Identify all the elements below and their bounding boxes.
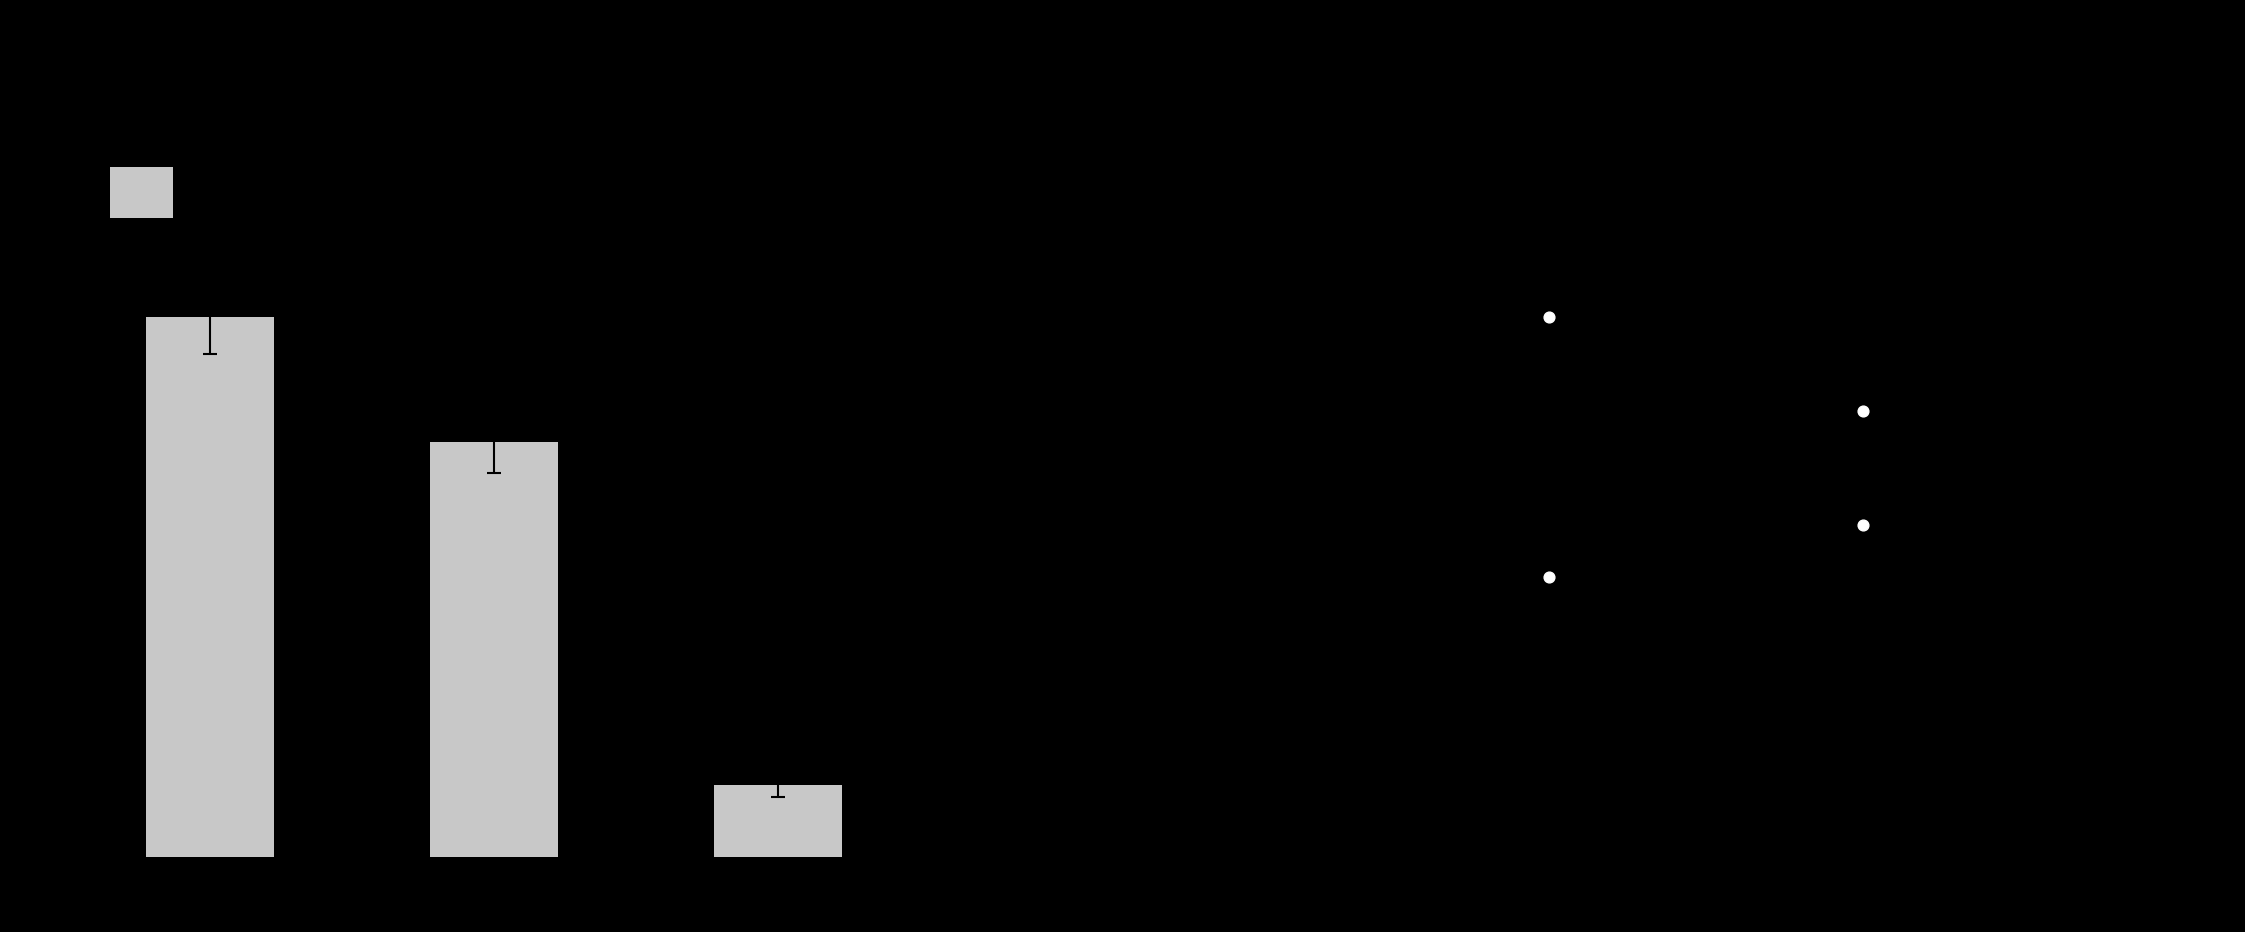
Bar (714, 785, 842, 857)
Bar (110, 167, 173, 218)
Point (1531, 310, 1567, 325)
Point (1845, 517, 1881, 532)
Bar (146, 318, 274, 857)
Bar (431, 442, 559, 857)
Point (1845, 404, 1881, 418)
Point (1531, 569, 1567, 584)
